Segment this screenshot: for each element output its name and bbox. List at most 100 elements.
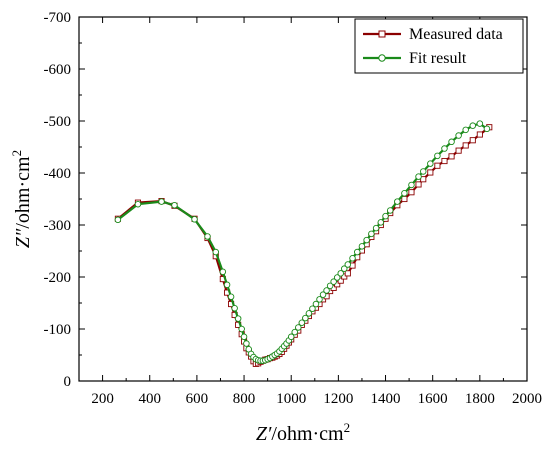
series-measured-data	[114, 124, 493, 367]
data-point	[372, 224, 380, 232]
data-point	[368, 230, 375, 238]
y-tick-label: -300	[44, 218, 72, 234]
data-point	[476, 120, 484, 127]
y-tick-label: -400	[44, 166, 72, 182]
data-point	[227, 293, 235, 301]
x-tick-label: 800	[233, 391, 256, 407]
data-point	[420, 168, 427, 175]
data-point	[349, 255, 356, 262]
data-point	[171, 201, 178, 209]
data-point	[401, 195, 408, 203]
data-point	[455, 147, 462, 154]
axes-layer: 200 400 600 800 1000 1200 1400 1600 1800 2000 0 -10…	[9, 10, 542, 445]
y-tick-label: -600	[44, 62, 72, 78]
legend-label: Measured data	[409, 26, 503, 43]
data-point	[295, 324, 302, 331]
data-point	[408, 189, 415, 196]
data-point	[455, 132, 462, 139]
data-point	[483, 125, 491, 133]
data-point	[377, 219, 385, 226]
data-point	[326, 282, 334, 290]
data-point	[298, 319, 306, 327]
data-point	[243, 340, 250, 347]
data-point	[408, 181, 415, 189]
legend-marker	[378, 30, 386, 38]
data-point	[469, 122, 477, 129]
data-point	[441, 157, 448, 165]
legend-label: Fit result	[409, 50, 467, 67]
data-point	[191, 216, 198, 223]
data-point	[448, 138, 455, 146]
data-point	[114, 216, 122, 224]
data-point	[134, 200, 142, 208]
x-tick-label: 1200	[323, 391, 353, 407]
series-line	[117, 126, 490, 366]
data-point	[386, 207, 394, 214]
data-point	[219, 268, 227, 276]
data-point	[344, 261, 352, 268]
y-tick-label: -200	[44, 270, 72, 286]
data-point	[158, 198, 165, 205]
x-tick-label: 1000	[276, 391, 306, 407]
x-tick-label: 2000	[512, 391, 542, 407]
data-point	[223, 281, 231, 289]
legend-item: Measured data	[363, 26, 503, 43]
data-point	[469, 137, 476, 144]
data-point	[319, 291, 327, 298]
data-point	[448, 153, 455, 160]
data-point	[401, 190, 408, 197]
data-point	[302, 314, 309, 322]
data-point	[212, 248, 220, 256]
data-point	[323, 287, 330, 294]
data-point	[333, 274, 341, 281]
data-point	[363, 236, 370, 244]
legend-marker	[378, 54, 386, 62]
data-point	[344, 270, 351, 277]
data-point	[316, 296, 323, 303]
data-point	[240, 333, 248, 341]
data-point	[462, 142, 469, 149]
data-point	[420, 176, 427, 183]
data-point	[337, 277, 344, 284]
data-point	[382, 212, 389, 220]
data-point	[427, 169, 434, 176]
data-point	[337, 270, 344, 277]
data-point	[476, 131, 483, 138]
y-tick-label: 0	[64, 374, 72, 390]
y-tick-label: -100	[44, 322, 72, 338]
legend: Measured data Fit result	[354, 18, 524, 74]
data-point	[204, 233, 211, 240]
data-point	[415, 181, 422, 188]
data-point	[330, 278, 337, 285]
data-point	[434, 152, 441, 160]
data-point	[441, 145, 448, 152]
x-tick-label: 1400	[371, 391, 401, 407]
data-point	[415, 173, 422, 180]
x-tick-label: 1600	[418, 391, 448, 407]
data-point	[309, 305, 316, 312]
data-point	[341, 273, 348, 280]
data-point	[358, 243, 366, 250]
data-point	[353, 248, 361, 256]
y-tick-label: -700	[44, 10, 72, 26]
series-fit-result	[114, 120, 491, 364]
x-tick-label: 600	[186, 391, 209, 407]
data-point	[305, 310, 313, 317]
x-tick-label: 1800	[465, 391, 495, 407]
data-point	[434, 162, 441, 169]
x-axis-label: Z′/ohm·cm2	[256, 420, 350, 445]
data-point	[287, 333, 295, 341]
y-axis-label: Z″/ohm·cm2	[9, 150, 34, 248]
x-tick-label: 400	[138, 391, 161, 407]
legend-item: Fit result	[363, 50, 467, 67]
data-point	[291, 328, 298, 336]
legend-box	[354, 18, 524, 74]
data-point	[238, 325, 245, 333]
data-point	[394, 198, 401, 205]
data-point	[341, 265, 348, 272]
data-point	[231, 304, 238, 312]
data-point	[462, 126, 469, 134]
y-tick-label: -500	[44, 114, 72, 130]
